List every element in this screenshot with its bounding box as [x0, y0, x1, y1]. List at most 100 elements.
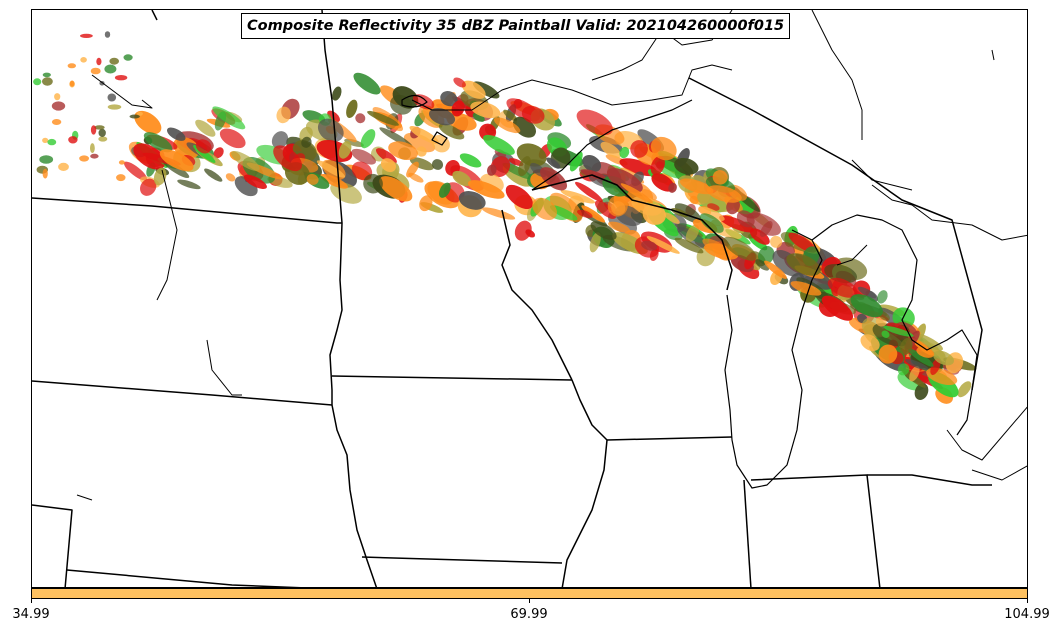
reflectivity-speck — [104, 31, 111, 38]
reflectivity-blob — [505, 184, 533, 210]
reflectivity-speck — [114, 75, 128, 81]
michigan-shore — [836, 244, 868, 266]
lake-superior-shore — [531, 99, 693, 191]
reflectivity-blob — [406, 161, 419, 178]
reflectivity-speck — [123, 54, 133, 61]
reflectivity-blob — [650, 156, 665, 176]
reflectivity-blob — [143, 132, 173, 153]
reflectivity-blob — [346, 99, 358, 119]
reflectivity-blob — [699, 213, 724, 233]
reflectivity-blob — [905, 359, 929, 371]
reflectivity-speck — [96, 57, 102, 66]
lake-outline — [431, 131, 448, 146]
reflectivity-blob — [540, 167, 568, 191]
reflectivity-blob — [786, 253, 821, 276]
reflectivity-blob — [458, 191, 486, 210]
lake-superior-shore — [411, 64, 733, 111]
coastline — [851, 159, 913, 191]
colorbar-tick-label-min: 34.99 — [12, 607, 50, 622]
reflectivity-blob — [140, 178, 157, 196]
reflectivity-blob — [577, 209, 593, 219]
reflectivity-blob — [619, 146, 630, 159]
reflectivity-speck — [116, 174, 126, 182]
reflectivity-blob — [159, 149, 194, 172]
reflectivity-blob — [351, 161, 373, 181]
reflectivity-blob — [459, 153, 482, 168]
reflectivity-blob — [575, 181, 603, 203]
reflectivity-speck — [42, 137, 49, 143]
reflectivity-speck — [33, 78, 42, 86]
reflectivity-blob — [581, 205, 606, 223]
reflectivity-blob — [438, 182, 451, 198]
reflectivity-blob — [549, 205, 578, 221]
reflectivity-blob — [569, 151, 583, 172]
reflectivity-blob — [320, 173, 348, 189]
coastline — [991, 49, 995, 61]
reflectivity-blob — [379, 176, 413, 202]
reflectivity-speck — [107, 104, 122, 110]
reflectivity-blob — [360, 129, 376, 149]
reflectivity-blob — [440, 91, 458, 107]
reflectivity-blob — [225, 173, 236, 182]
state-boundary — [32, 504, 73, 587]
reflectivity-blob — [432, 159, 444, 170]
reflectivity-blob — [897, 363, 910, 376]
reflectivity-blob — [685, 224, 700, 243]
reflectivity-blob — [332, 86, 342, 101]
lake-outline — [401, 94, 428, 108]
reflectivity-blob — [860, 334, 880, 352]
reflectivity-blob — [878, 344, 898, 364]
reflectivity-blob — [166, 127, 186, 141]
reflectivity-blob — [486, 164, 497, 176]
reflectivity-blob — [409, 126, 439, 144]
state-boundary — [606, 436, 733, 441]
reflectivity-blob — [503, 109, 518, 121]
reflectivity-blob — [461, 80, 486, 99]
reflectivity-speck — [79, 155, 89, 162]
reflectivity-blob — [759, 221, 773, 237]
reflectivity-speck — [54, 93, 61, 101]
state-boundary — [531, 174, 733, 291]
state-boundary — [750, 474, 881, 587]
reflectivity-blob — [493, 117, 521, 134]
reflectivity-blob — [650, 136, 677, 161]
reflectivity-speck — [51, 101, 66, 111]
reflectivity-speck — [42, 168, 48, 179]
paintball-reflectivity-layer — [33, 31, 977, 404]
reflectivity-blob — [790, 281, 822, 296]
lake-erie-shore — [971, 465, 1027, 481]
reflectivity-blob — [582, 154, 602, 172]
reflectivity-blob — [153, 167, 167, 186]
reflectivity-blob — [212, 106, 246, 130]
lake-michigan-shore — [724, 229, 823, 489]
state-boundary — [561, 379, 608, 587]
reflectivity-blob — [600, 141, 621, 159]
reflectivity-speck — [80, 33, 93, 38]
state-boundary — [32, 380, 333, 406]
reflectivity-blob — [134, 110, 162, 135]
reflectivity-blob — [412, 94, 435, 110]
state-boundary — [151, 10, 158, 21]
michigan-shore — [811, 214, 978, 436]
reflectivity-blob — [532, 197, 557, 221]
reflectivity-blob — [438, 123, 465, 140]
reflectivity-blob — [746, 212, 781, 236]
reflectivity-blob — [525, 229, 536, 238]
reflectivity-blob — [619, 158, 658, 177]
reflectivity-blob — [560, 189, 596, 204]
river — [206, 339, 242, 396]
reflectivity-blob — [243, 174, 267, 189]
map-panel — [31, 9, 1028, 588]
reflectivity-blob — [419, 195, 433, 212]
reflectivity-blob — [351, 148, 376, 165]
reflectivity-blob — [679, 178, 714, 195]
reflectivity-blob — [271, 131, 289, 149]
reflectivity-speck — [99, 81, 105, 86]
reflectivity-blob — [594, 200, 617, 219]
reflectivity-speck — [109, 57, 119, 65]
reflectivity-speck — [47, 138, 57, 146]
reflectivity-blob — [213, 147, 224, 159]
reflectivity-speck — [39, 155, 54, 164]
reflectivity-blob — [702, 238, 728, 253]
reflectivity-blob — [755, 259, 770, 271]
